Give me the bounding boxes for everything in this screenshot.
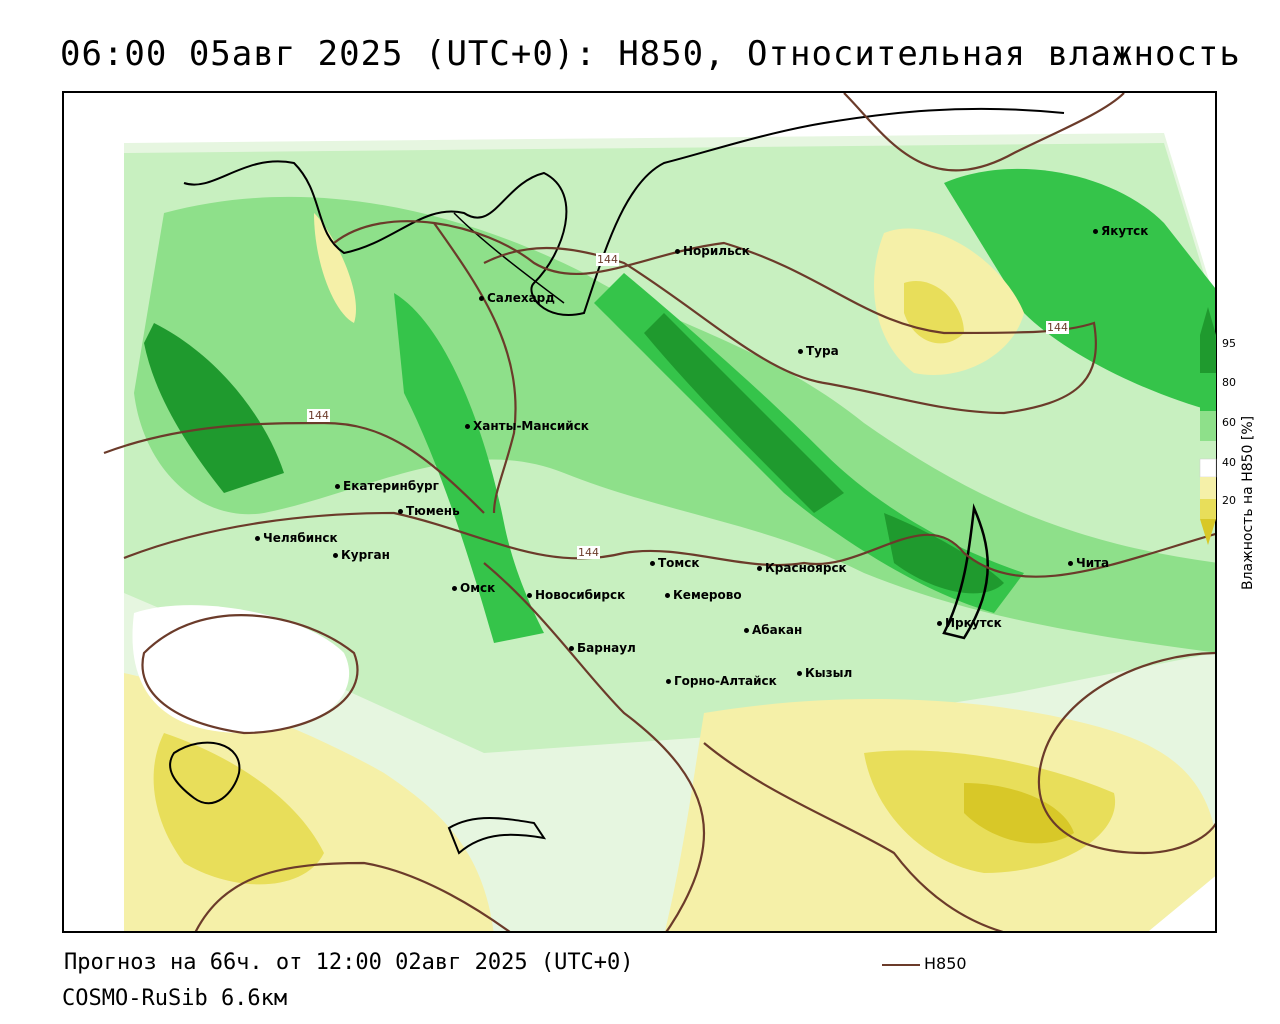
humidity-core-central [644,313,844,513]
city-tura: Тура [798,344,839,358]
h850-contours [103,93,1215,931]
contour-label: 144 [1046,321,1069,334]
legend-tick-80: 80 [1222,376,1236,389]
city-khanty-mansiysk: Ханты-Мансийск [465,419,589,433]
contour-label: 144 [307,409,330,422]
city-irkutsk: Иркутск [937,616,1002,630]
city-tomsk: Томск [650,556,700,570]
map-canvas [103,93,1215,931]
city-gorno-altaysk: Горно-Алтайск [666,674,777,688]
legend-title: Влажность на H850 [%] [1240,415,1256,590]
humidity-map: 144 144 144 144 Якутск Норильск Салехард… [62,91,1217,933]
city-abakan: Абакан [744,623,802,637]
humidity-band-west [394,293,544,643]
city-kurgan: Курган [333,548,390,562]
contour-label: 144 [577,546,600,559]
city-tyumen: Тюмень [398,504,460,518]
clear-zone-west [132,605,350,733]
city-krasnoyarsk: Красноярск [757,561,847,575]
legend-tick-40: 40 [1222,456,1236,469]
contour-key-label: H850 [924,954,967,973]
humidity-core-baikal [884,513,1004,594]
lake-baikal [942,503,989,640]
city-salekhard: Салехард [479,291,555,305]
city-norilsk: Норильск [675,244,750,258]
city-kyzyl: Кызыл [797,666,852,680]
city-yakutsk: Якутск [1093,224,1148,238]
city-omsk: Омск [452,581,495,595]
contour-key-line [882,963,920,966]
lake-balkhash-outline [169,741,241,805]
city-novosibirsk: Новосибирск [527,588,625,602]
city-barnaul: Барнаул [569,641,636,655]
legend-tick-60: 60 [1222,416,1236,429]
humidity-legend-bar [1199,307,1217,545]
model-name: COSMO-RuSib 6.6км [62,986,288,1011]
contour-key: H850 [882,954,967,973]
city-chita: Чита [1068,556,1109,570]
forecast-info: Прогноз на 66ч. от 12:00 02авг 2025 (UTC… [64,950,634,975]
map-title: 06:00 05авг 2025 (UTC+0): H850, Относите… [60,34,1241,74]
city-chelyabinsk: Челябинск [255,531,338,545]
humidity-core-ural [144,323,284,493]
legend-tick-20: 20 [1222,494,1236,507]
city-yekaterinburg: Екатеринбург [335,479,439,493]
city-kemerovo: Кемерово [665,588,742,602]
contour-label: 144 [596,253,619,266]
legend-tick-95: 95 [1222,337,1236,350]
